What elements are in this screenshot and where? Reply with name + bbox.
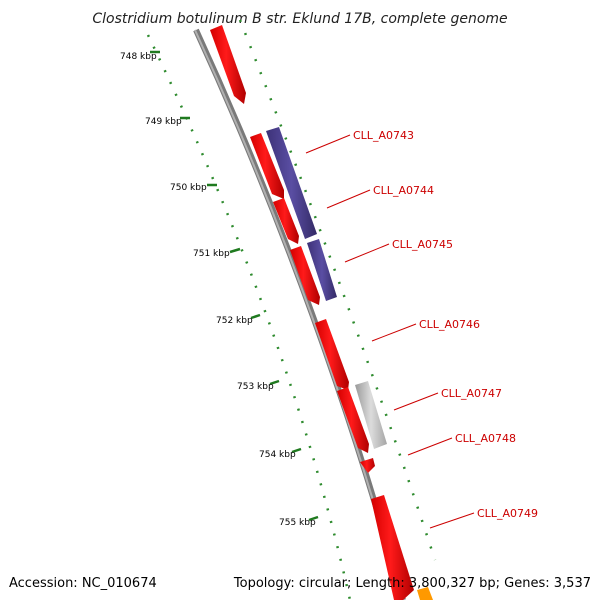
tick-label-749: 749 kbp — [145, 117, 182, 127]
tick-label-750: 750 kbp — [170, 183, 207, 193]
blast-hit-purple-1[interactable] — [266, 127, 317, 239]
topology-text: Topology: circular; Length: 3,800,327 bp… — [233, 576, 591, 591]
cds-arrow-a0748[interactable] — [360, 458, 375, 473]
cds-arrow-a0749[interactable] — [371, 495, 414, 600]
tick-label-748: 748 kbp — [120, 52, 157, 62]
gene-label-a0744[interactable]: CLL_A0744 — [373, 184, 434, 197]
gene-label-a0745[interactable]: CLL_A0745 — [392, 238, 453, 251]
gene-label-a0749[interactable]: CLL_A0749 — [477, 507, 538, 520]
cds-arrow-a0744[interactable] — [273, 198, 299, 244]
cds-arrow-a0745[interactable] — [290, 246, 320, 305]
gene-label-a0743[interactable]: CLL_A0743 — [353, 129, 414, 142]
cds-arrow-a0743[interactable] — [250, 133, 284, 199]
cds-arrow-a0746[interactable] — [315, 319, 349, 390]
gene-label-a0747[interactable]: CLL_A0747 — [441, 387, 502, 400]
blast-hit-purple-2[interactable] — [307, 239, 337, 301]
blast-hit-gray[interactable] — [355, 381, 387, 449]
inner-dotted-ruler — [146, 34, 352, 600]
ruler-ticks — [150, 50, 319, 522]
tick-label-755: 755 kbp — [279, 518, 316, 528]
tick-label-753: 753 kbp — [237, 382, 274, 392]
tick-label-754: 754 kbp — [259, 450, 296, 460]
tick-label-751: 751 kbp — [193, 249, 230, 259]
cds-arrow-a0747[interactable] — [337, 387, 369, 453]
label-leader-lines — [305, 134, 475, 529]
tick-label-752: 752 kbp — [216, 316, 253, 326]
gene-label-a0748[interactable]: CLL_A0748 — [455, 432, 516, 445]
genome-backbone — [193, 28, 406, 600]
map-title: Clostridium botulinum B str. Eklund 17B,… — [92, 11, 507, 27]
gene-label-a0746[interactable]: CLL_A0746 — [419, 318, 480, 331]
feature-orange[interactable] — [417, 587, 433, 600]
cds-feature-top[interactable] — [210, 25, 246, 104]
outer-dotted-track — [238, 19, 437, 561]
accession-text: Accession: NC_010674 — [9, 576, 157, 591]
